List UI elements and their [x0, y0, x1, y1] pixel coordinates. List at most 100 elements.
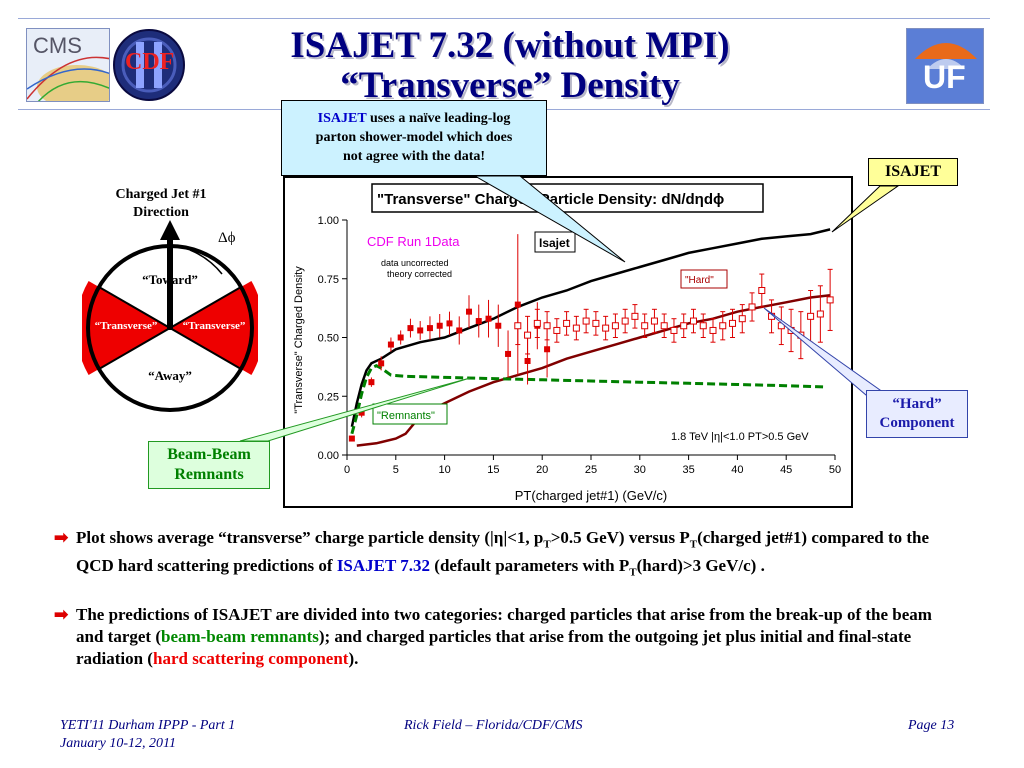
legend-sub2: theory corrected: [387, 269, 452, 279]
x-tick-label: 25: [585, 464, 597, 476]
cdf-logo-text: CDF: [125, 49, 175, 75]
data-point-open: [611, 322, 619, 330]
hard-component-line2: Component: [879, 415, 955, 431]
hard-component-line1: “Hard”: [892, 396, 942, 412]
title-line-1: ISAJET 7.32 (without MPI): [290, 25, 730, 66]
y-tick-label: 0.00: [318, 450, 339, 462]
x-tick-label: 30: [634, 464, 646, 476]
data-point-open: [543, 322, 551, 330]
cms-logo: CMS: [26, 28, 110, 102]
isajet-note-line1-rest: uses a naïve leading-log: [366, 111, 511, 126]
legend-sub1: data uncorrected: [381, 258, 449, 268]
x-tick-label: 0: [344, 464, 350, 476]
isajet-label-box: [534, 231, 576, 253]
jet-direction-line2: Direction: [133, 205, 189, 220]
uf-logo: UF: [906, 28, 984, 104]
data-point-open: [709, 326, 717, 334]
isajet-hard-curve: [356, 293, 831, 447]
data-point-open: [719, 322, 727, 330]
title-line-2: “Transverse” Density: [340, 65, 680, 106]
isajet-note-pointer: [473, 175, 626, 263]
jet-direction-line1: Charged Jet #1: [115, 187, 207, 202]
transverse-wedge-right: [170, 281, 258, 375]
y-tick-label: 1.00: [318, 215, 339, 227]
chart-frame: "Transverse" Charged Particle Density: d…: [283, 176, 853, 508]
isajet-note-lead: ISAJET: [317, 111, 367, 126]
footer-event: YETI'11 Durham IPPP - Part 1: [60, 718, 236, 733]
data-point-open: [572, 324, 580, 332]
isajet-note-line2: parton shower-model which does: [315, 130, 513, 145]
data-point-filled: [466, 308, 472, 315]
x-tick-label: 40: [731, 464, 743, 476]
data-point-open: [602, 324, 610, 332]
data-point-filled: [378, 360, 385, 367]
cdf-logo: CDF: [112, 28, 186, 102]
data-point-open: [582, 317, 590, 325]
data-point-open: [524, 331, 532, 339]
data-point-filled: [426, 325, 433, 332]
data-point-open: [816, 310, 824, 318]
hard-scattering-text: hard scattering component: [152, 649, 349, 668]
remnants-label-box: [372, 403, 448, 425]
data-point-filled: [544, 346, 551, 353]
data-point-open: [533, 319, 541, 327]
isajet-total-curve: [350, 228, 831, 428]
cms-logo-text: CMS: [33, 33, 82, 58]
data-point-open: [680, 322, 688, 330]
hard-curve-label: "Hard": [685, 275, 714, 286]
data-point-open: [660, 322, 668, 330]
x-tick-label: 15: [487, 464, 499, 476]
data-point-filled: [358, 409, 365, 416]
beam-beam-pointer: [239, 377, 471, 442]
data-point-filled: [436, 322, 443, 329]
bullet-arrow-icon: ➡: [54, 605, 69, 624]
data-point-open: [689, 317, 697, 325]
data-point-open: [807, 312, 815, 320]
x-tick-label: 50: [829, 464, 841, 476]
footer-left: YETI'11 Durham IPPP - Part 1 January 10-…: [60, 717, 235, 753]
data-point-open: [699, 322, 707, 330]
beam-beam-callout: Beam-Beam Remnants: [148, 441, 270, 489]
data-point-open: [748, 303, 756, 311]
data-point-filled: [397, 334, 404, 341]
isajet-note-callout: ISAJET uses a naïve leading-log parton s…: [281, 100, 547, 176]
data-point-filled: [505, 350, 512, 357]
data-point-open: [729, 319, 737, 327]
data-point-filled: [485, 315, 492, 322]
data-point-open: [621, 317, 629, 325]
data-point-filled: [495, 322, 502, 329]
toward-label: “Toward”: [142, 272, 198, 287]
data-point-filled: [475, 318, 482, 325]
x-tick-label: 35: [682, 464, 694, 476]
data-point-filled: [524, 358, 531, 364]
isajet-remnants-curve: [350, 364, 826, 435]
footer-page: Page 13: [908, 718, 955, 733]
data-point-open: [758, 287, 766, 294]
beam-beam-line2: Remnants: [174, 466, 244, 483]
data-point-filled: [446, 320, 453, 327]
energy-annotation: 1.8 TeV |η|<1.0 PT>0.5 GeV: [671, 431, 809, 443]
delta-phi-label: Δϕ: [218, 230, 236, 246]
away-label: “Away”: [148, 368, 192, 383]
isajet-tag-callout: ISAJET: [868, 158, 958, 186]
bullet-1: ➡ Plot shows average “transverse” charge…: [54, 528, 930, 579]
data-point-open: [514, 322, 522, 330]
jet-arrow-head: [160, 220, 180, 240]
jet-direction-label: Charged Jet #1 Direction: [100, 186, 222, 222]
footer-date: January 10-12, 2011: [60, 736, 176, 751]
isajet-version: ISAJET 7.32: [336, 556, 431, 576]
hard-label-box: [680, 269, 728, 289]
data-point-filled: [348, 435, 355, 442]
legend-title: CDF Run 1Data: [367, 234, 460, 249]
transverse-right-label: “Transverse”: [182, 320, 246, 332]
data-point-open: [631, 312, 639, 320]
remnants-curve-label: "Remnants": [377, 410, 435, 422]
data-point-open: [650, 317, 658, 325]
y-tick-label: 0.50: [318, 333, 339, 345]
chart-title-box: [371, 183, 764, 213]
data-point-filled: [387, 341, 394, 348]
y-tick-label: 0.75: [318, 274, 339, 286]
chart-title: "Transverse" Charged Particle Density: d…: [377, 191, 724, 208]
x-axis-label: PT(charged jet#1) (GeV/c): [515, 488, 667, 503]
